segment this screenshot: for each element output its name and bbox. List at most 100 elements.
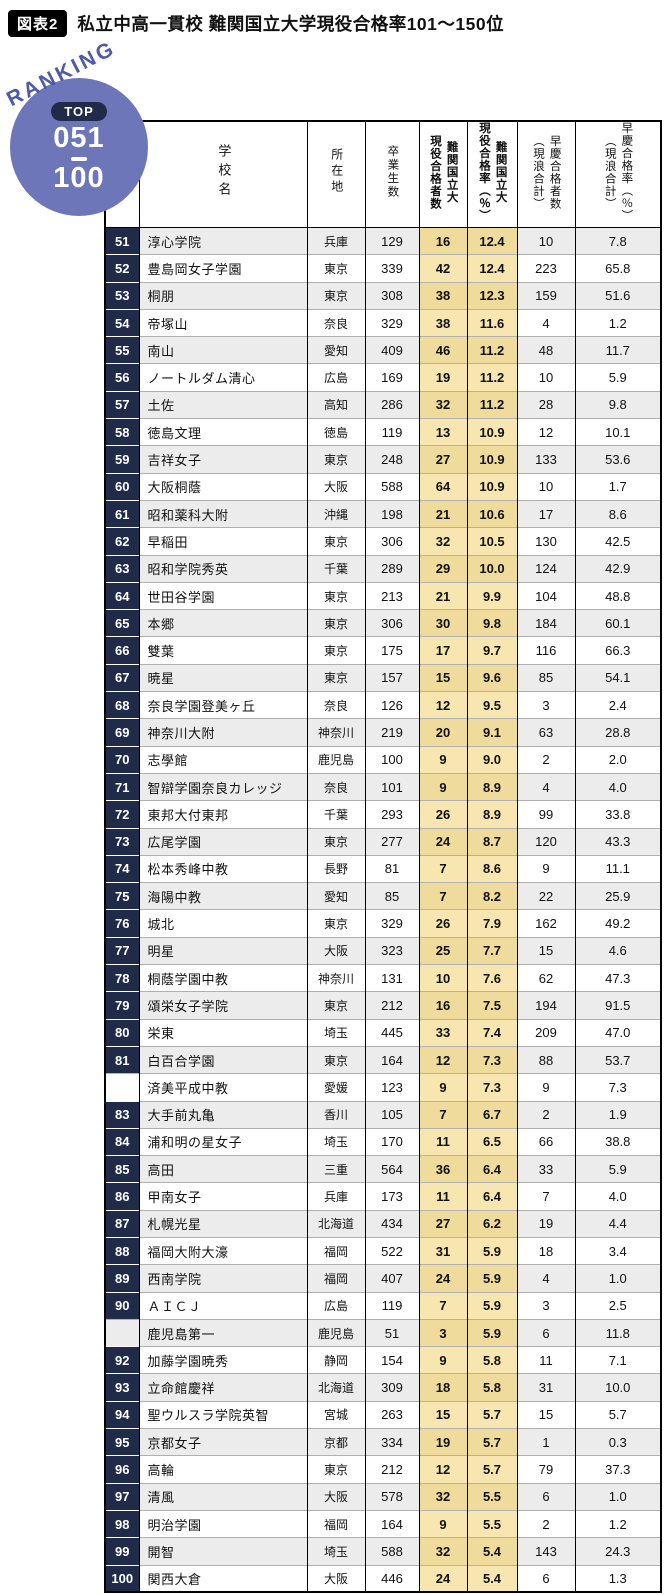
cell-sokei-count: 66 [516,1127,575,1156]
cell-graduates: 212 [364,991,419,1020]
cell-sokei-count: 31 [516,1373,575,1402]
cell-prefecture: 兵庫 [306,227,365,255]
cell-sokei-count: 63 [516,718,575,747]
cell-national-univ-rate: 10.5 [466,527,517,556]
cell-national-univ-rate: 8.6 [466,854,517,883]
cell-sokei-rate: 38.8 [574,1127,661,1156]
cell-sokei-count: 15 [516,936,575,965]
cell-national-univ-count: 32 [418,1537,467,1566]
cell-sokei-count: 2 [516,1509,575,1538]
table-row: 済美平成中教 愛媛 123 9 7.3 9 7.3 [104,1073,661,1101]
cell-prefecture: 徳島 [306,418,365,446]
cell-sokei-count: 184 [516,609,575,637]
cell-school-name: 城北 [138,909,307,938]
cell-national-univ-count: 38 [418,308,467,337]
cell-sokei-rate: 53.7 [574,1045,661,1074]
range-end: 100 [53,161,105,194]
cell-national-univ-count: 9 [418,1346,467,1374]
cell-graduates: 119 [364,418,419,446]
cell-graduates: 407 [364,1264,419,1293]
cell-graduates: 219 [364,718,419,747]
cell-national-univ-rate: 5.7 [466,1428,517,1456]
cell-sokei-count: 18 [516,1236,575,1265]
cell-graduates: 277 [364,827,419,856]
cell-prefecture: 鹿児島 [306,745,365,774]
cell-graduates: 293 [364,800,419,829]
cell-school-name: 本郷 [138,609,307,637]
cell-school-name: 昭和学院秀英 [138,554,307,583]
cell-national-univ-count: 12 [418,1455,467,1484]
table-row: 72 東邦大付東邦 千葉 293 26 8.9 99 33.8 [104,800,661,829]
cell-prefecture: 埼玉 [306,1537,365,1566]
cell-sokei-count: 9 [516,1073,575,1101]
cell-sokei-rate: 8.6 [574,499,661,528]
cell-rank: 99 [104,1537,139,1566]
cell-national-univ-count: 30 [418,609,467,637]
table-row: 97 清風 大阪 578 32 5.5 6 1.0 [104,1482,661,1511]
cell-national-univ-rate: 11.2 [466,390,517,419]
table-row: 84 浦和明の星女子 埼玉 170 11 6.5 66 38.8 [104,1127,661,1156]
cell-school-name: 雙葉 [138,636,307,665]
cell-prefecture: 静岡 [306,1346,365,1374]
cell-school-name: 京都女子 [138,1428,307,1456]
cell-national-univ-rate: 7.3 [466,1073,517,1101]
table-row: 54 帝塚山 奈良 329 38 11.6 4 1.2 [104,308,661,337]
cell-prefecture: 神奈川 [306,964,365,992]
cell-national-univ-count: 20 [418,718,467,747]
cell-national-univ-count: 21 [418,499,467,528]
cell-national-univ-count: 26 [418,909,467,938]
cell-prefecture: 北海道 [306,1373,365,1402]
cell-sokei-count: 124 [516,554,575,583]
cell-graduates: 248 [364,445,419,474]
cell-prefecture: 大阪 [306,936,365,965]
cell-school-name: 志學館 [138,745,307,774]
cell-sokei-rate: 25.9 [574,882,661,910]
table-row: 52 豊島岡女子学園 東京 339 42 12.4 223 65.8 [104,254,661,283]
cell-prefecture: 東京 [306,254,365,283]
cell-rank: 67 [104,663,139,692]
cell-rank: 98 [104,1509,139,1538]
cell-prefecture: 埼玉 [306,1127,365,1156]
cell-school-name: 吉祥女子 [138,445,307,474]
range-dash-icon [71,156,87,161]
cell-national-univ-rate: 7.7 [466,936,517,965]
cell-prefecture: 三重 [306,1155,365,1183]
cell-school-name: 札幌光星 [138,1209,307,1238]
cell-national-univ-count: 16 [418,991,467,1020]
cell-national-univ-rate: 5.7 [466,1400,517,1429]
table-row: 64 世田谷学園 東京 213 21 9.9 104 48.8 [104,581,661,610]
cell-national-univ-count: 12 [418,691,467,719]
cell-sokei-rate: 42.5 [574,527,661,556]
table-row: 89 西南学院 福岡 407 24 5.9 4 1.0 [104,1264,661,1293]
cell-rank: 95 [104,1428,139,1456]
cell-sokei-rate: 28.8 [574,718,661,747]
cell-graduates: 170 [364,1127,419,1156]
table-row: 78 桐蔭学園中教 神奈川 131 10 7.6 62 47.3 [104,964,661,992]
cell-rank: 85 [104,1155,139,1183]
cell-national-univ-count: 24 [418,827,467,856]
cell-national-univ-count: 15 [418,663,467,692]
table-row: 90 ＡＩＣＪ 広島 119 7 5.9 3 2.5 [104,1291,661,1320]
cell-sokei-count: 79 [516,1455,575,1484]
cell-national-univ-rate: 12.4 [466,227,517,255]
table-row: 67 暁星 東京 157 15 9.6 85 54.1 [104,663,661,692]
cell-graduates: 323 [364,936,419,965]
cell-national-univ-count: 19 [418,363,467,392]
ranking-table: 学校名 所在地 卒業生数 難関国立大 現役合格者数 難関国立大 現役合格率（％）… [104,120,662,1594]
cell-sokei-count: 15 [516,1400,575,1429]
cell-sokei-rate: 60.1 [574,609,661,637]
cell-school-name: 松本秀峰中教 [138,854,307,883]
cell-sokei-count: 6 [516,1318,575,1347]
cell-prefecture: 奈良 [306,772,365,801]
cell-prefecture: 東京 [306,663,365,692]
col-header-sokei-count: 早慶合格者数 （現浪合計） [516,121,575,228]
cell-graduates: 309 [364,1373,419,1402]
cell-sokei-rate: 7.8 [574,227,661,255]
cell-national-univ-rate: 7.9 [466,909,517,938]
cell-rank: 66 [104,636,139,665]
cell-school-name: 甲南女子 [138,1182,307,1211]
cell-rank: 54 [104,308,139,337]
cell-rank: 83 [104,1100,139,1129]
table-row: 79 頌栄女子学院 東京 212 16 7.5 194 91.5 [104,991,661,1020]
cell-rank: 57 [104,390,139,419]
